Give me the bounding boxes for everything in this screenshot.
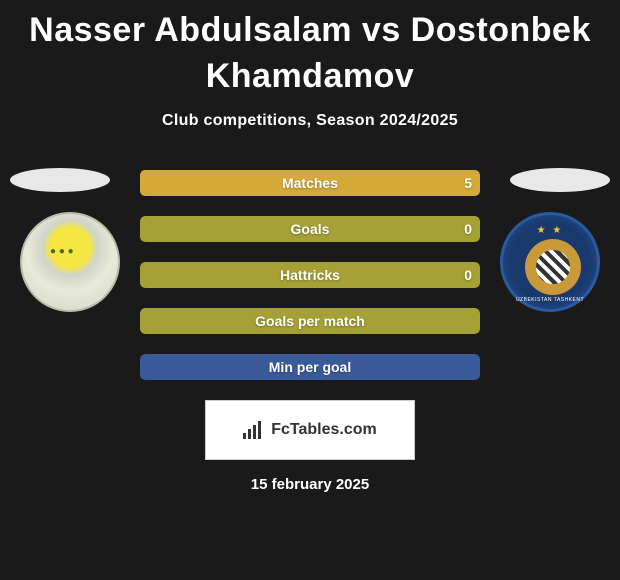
stat-label: Matches [282, 175, 338, 191]
stat-label: Goals [291, 221, 330, 237]
footer-brand-box[interactable]: FcTables.com [205, 400, 415, 460]
club-badge-left: ● ● ● [20, 212, 120, 312]
chart-icon [243, 421, 265, 439]
stat-bars: Matches 5 Goals 0 Hattricks 0 Goals per match M… [140, 170, 480, 380]
stat-right-value: 0 [464, 267, 472, 283]
stat-label: Hattricks [280, 267, 340, 283]
stats-area: ● ● ● ★ ★ UZBEKISTAN TASHKENT Matches 5 Go… [0, 170, 620, 380]
stat-right-value: 5 [464, 175, 472, 191]
footer-brand-text: FcTables.com [271, 421, 377, 439]
page-title: Nasser Abdulsalam vs Dostonbek Khamdamov [0, 8, 620, 100]
stat-row: Goals per match [140, 308, 480, 334]
badge-right-ball [536, 250, 570, 284]
stat-row: Matches 5 [140, 170, 480, 196]
badge-right-ring [525, 239, 581, 295]
subtitle: Club competitions, Season 2024/2025 [0, 112, 620, 130]
badge-right-text: UZBEKISTAN TASHKENT [503, 297, 597, 303]
title-line-1: Nasser Abdulsalam vs Dostonbek [29, 11, 591, 49]
club-badge-right: ★ ★ UZBEKISTAN TASHKENT [500, 212, 600, 312]
title-line-2: Khamdamov [206, 57, 415, 95]
date-label: 15 february 2025 [0, 476, 620, 493]
stat-right-value: 0 [464, 221, 472, 237]
stat-label: Goals per match [255, 313, 365, 329]
stat-row: Goals 0 [140, 216, 480, 242]
stat-row: Min per goal [140, 354, 480, 380]
player-left-ellipse [10, 168, 110, 192]
player-right-ellipse [510, 168, 610, 192]
stat-label: Min per goal [269, 359, 351, 375]
comparison-card: Nasser Abdulsalam vs Dostonbek Khamdamov… [0, 0, 620, 493]
badge-left-decor: ● ● ● [50, 246, 74, 257]
badge-right-stars: ★ ★ [537, 225, 564, 236]
stat-row: Hattricks 0 [140, 262, 480, 288]
